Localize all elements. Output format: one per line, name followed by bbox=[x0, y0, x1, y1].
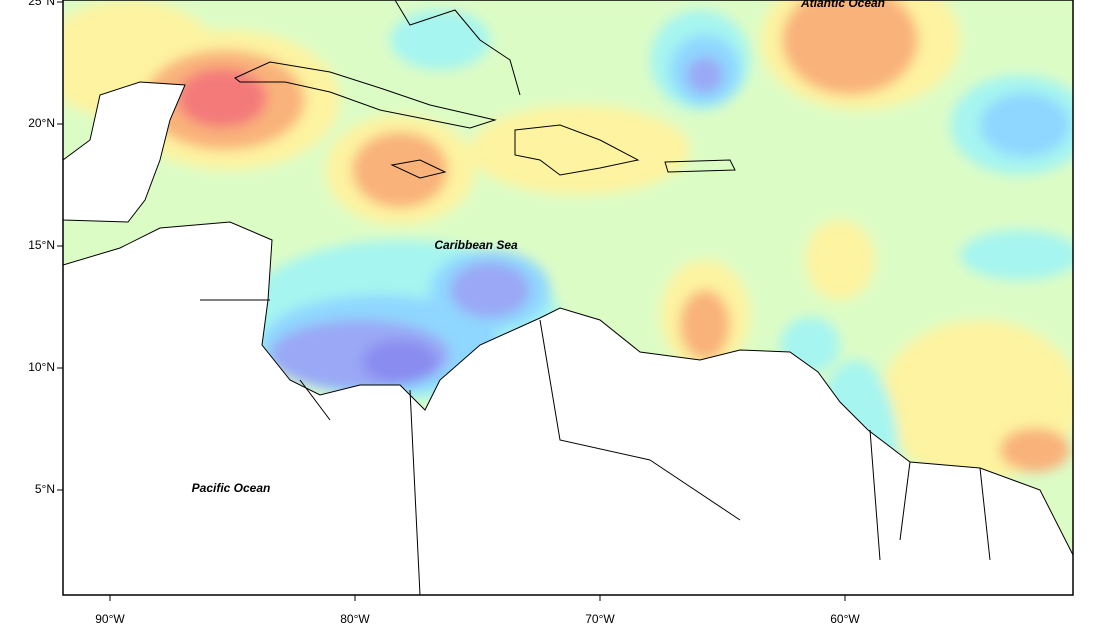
field bbox=[63, 0, 1073, 595]
y-tick-label: 20°N bbox=[28, 116, 55, 130]
frame bbox=[62, 0, 1074, 596]
yucatan bbox=[63, 81, 186, 223]
y-tick-label: 15°N bbox=[28, 238, 55, 252]
ocean-label: Caribbean Sea bbox=[434, 238, 518, 252]
y-tick-label: 25°N bbox=[28, 0, 55, 8]
x-tick-label: 80°W bbox=[340, 612, 370, 626]
puerto-rico bbox=[664, 159, 736, 173]
cuba bbox=[234, 61, 497, 129]
jamaica bbox=[390, 159, 447, 179]
x-tick-label: 70°W bbox=[585, 612, 615, 626]
hispaniola bbox=[514, 124, 640, 176]
x-tick-label: 90°W bbox=[95, 612, 125, 626]
y-tick-label: 5°N bbox=[35, 482, 55, 496]
x-tick-label: 60°W bbox=[830, 612, 860, 626]
ocean-label: Pacific Ocean bbox=[192, 481, 271, 495]
borders bbox=[200, 299, 991, 595]
ocean-label: Atlantic Ocean bbox=[800, 0, 885, 10]
bahamas bbox=[394, 0, 521, 96]
y-tick-label: 10°N bbox=[28, 360, 55, 374]
